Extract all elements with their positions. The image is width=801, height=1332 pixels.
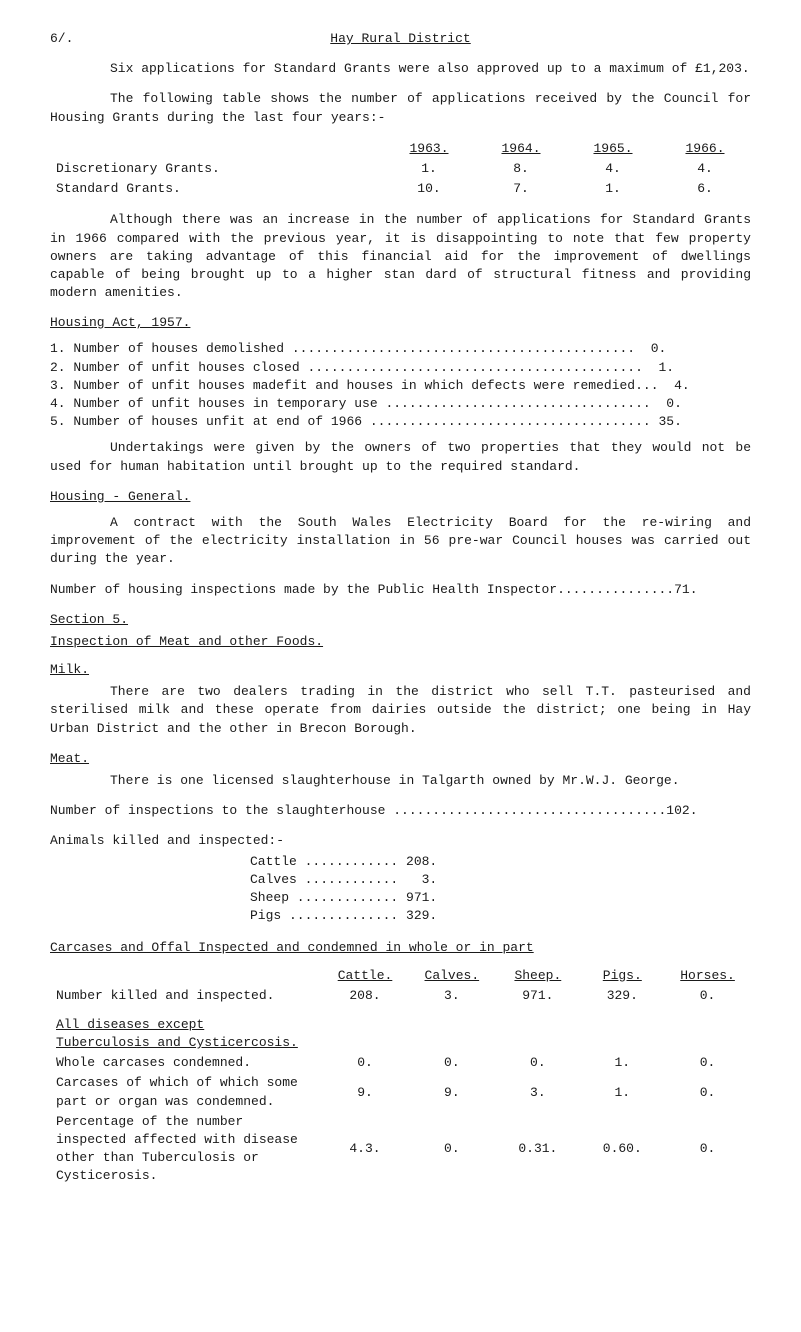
carc-col-head: Pigs.: [580, 966, 664, 986]
carc-cell: 0.: [408, 1112, 495, 1187]
carc-cell: 4.3.: [322, 1112, 409, 1187]
carc-cell: 3.: [495, 1073, 580, 1111]
carc-subhead-1: All diseases except: [56, 1017, 204, 1032]
paragraph-although: Although there was an increase in the nu…: [50, 211, 751, 302]
carc-cell: 0.: [664, 1053, 751, 1073]
page-title: Hay Rural District: [110, 30, 691, 48]
housing-act-heading: Housing Act, 1957.: [50, 314, 751, 332]
grants-cell: 1.: [567, 179, 659, 199]
grants-cell: 4.: [567, 159, 659, 179]
carc-col-head: Calves.: [408, 966, 495, 986]
paragraph-meat-1: There is one licensed slaughterhouse in …: [50, 772, 751, 790]
carc-cell: 0.: [664, 1073, 751, 1111]
carc-col-head: Sheep.: [495, 966, 580, 986]
milk-heading: Milk.: [50, 661, 751, 679]
housing-list-item: 5. Number of houses unfit at end of 1966…: [50, 413, 751, 431]
housing-list-item: 3. Number of unfit houses madefit and ho…: [50, 377, 751, 395]
carc-cell: 0.60.: [580, 1112, 664, 1187]
carc-row: Carcases of which of which some part or …: [50, 1073, 751, 1111]
carc-cell: 971.: [495, 986, 580, 1006]
carc-cell: 9.: [408, 1073, 495, 1111]
slaughter-line: Sheep ............. 971.: [250, 889, 751, 907]
housing-general-heading: Housing - General.: [50, 488, 751, 506]
grants-year-row: 1963. 1964. 1965. 1966.: [50, 139, 751, 159]
housing-list-item: 1. Number of houses demolished .........…: [50, 340, 751, 358]
grants-row: Standard Grants. 10. 7. 1. 6.: [50, 179, 751, 199]
carc-row-label: Percentage of the number inspected affec…: [50, 1112, 322, 1187]
grants-cell: 1.: [383, 159, 475, 179]
carc-row: Whole carcases condemned. 0. 0. 0. 1. 0.: [50, 1053, 751, 1073]
carc-cell: 9.: [322, 1073, 409, 1111]
carc-cell: 0.: [664, 986, 751, 1006]
housing-list-item: 2. Number of unfit houses closed .......…: [50, 359, 751, 377]
year-cell: 1964.: [475, 139, 567, 159]
carc-col-head: Cattle.: [322, 966, 409, 986]
paragraph-meat-2: Number of inspections to the slaughterho…: [50, 802, 751, 820]
carc-row-label: Number killed and inspected.: [50, 986, 322, 1006]
carc-cell: 0.: [664, 1112, 751, 1187]
grants-row-label: Discretionary Grants.: [50, 159, 383, 179]
grants-cell: 10.: [383, 179, 475, 199]
carc-subhead-row: All diseases except Tuberculosis and Cys…: [50, 1006, 751, 1053]
paragraph-following-table: The following table shows the number of …: [50, 90, 751, 126]
carc-row-label: Whole carcases condemned.: [50, 1053, 322, 1073]
carc-cell: 3.: [408, 986, 495, 1006]
page-header: 6/. Hay Rural District: [50, 30, 751, 48]
carc-cell: 0.31.: [495, 1112, 580, 1187]
grants-cell: 4.: [659, 159, 751, 179]
carc-cell: 1.: [580, 1053, 664, 1073]
carc-row: Percentage of the number inspected affec…: [50, 1112, 751, 1187]
carc-cell: 1.: [580, 1073, 664, 1111]
paragraph-contract: A contract with the South Wales Electric…: [50, 514, 751, 569]
carc-header-row: Cattle. Calves. Sheep. Pigs. Horses.: [50, 966, 751, 986]
slaughter-line: Pigs .............. 329.: [250, 907, 751, 925]
year-cell: 1963.: [383, 139, 475, 159]
slaughter-line: Calves ............ 3.: [250, 871, 751, 889]
grants-table: 1963. 1964. 1965. 1966. Discretionary Gr…: [50, 139, 751, 200]
paragraph-meat-3: Animals killed and inspected:-: [50, 832, 751, 850]
carc-cell: 0.: [495, 1053, 580, 1073]
carc-cell: 329.: [580, 986, 664, 1006]
inspection-heading: Inspection of Meat and other Foods.: [50, 633, 751, 651]
carcases-table: Cattle. Calves. Sheep. Pigs. Horses. Num…: [50, 966, 751, 1187]
grants-row-label: Standard Grants.: [50, 179, 383, 199]
paragraph-six-apps: Six applications for Standard Grants wer…: [50, 60, 751, 78]
grants-row: Discretionary Grants. 1. 8. 4. 4.: [50, 159, 751, 179]
year-cell: 1966.: [659, 139, 751, 159]
carc-cell: 0.: [408, 1053, 495, 1073]
year-cell: 1965.: [567, 139, 659, 159]
carc-cell: 0.: [322, 1053, 409, 1073]
carc-subhead-2: Tuberculosis and Cysticercosis.: [56, 1035, 298, 1050]
carcases-heading: Carcases and Offal Inspected and condemn…: [50, 939, 751, 957]
grants-cell: 8.: [475, 159, 567, 179]
grants-cell: 6.: [659, 179, 751, 199]
paragraph-undertakings: Undertakings were given by the owners of…: [50, 439, 751, 475]
housing-list-item: 4. Number of unfit houses in temporary u…: [50, 395, 751, 413]
meat-heading: Meat.: [50, 750, 751, 768]
carc-cell: 208.: [322, 986, 409, 1006]
carc-row-label: Carcases of which of which some part or …: [50, 1073, 322, 1111]
paragraph-milk: There are two dealers trading in the dis…: [50, 683, 751, 738]
grants-cell: 7.: [475, 179, 567, 199]
carc-row: Number killed and inspected. 208. 3. 971…: [50, 986, 751, 1006]
carc-col-head: Horses.: [664, 966, 751, 986]
header-spacer: [691, 30, 751, 48]
section-5-heading: Section 5.: [50, 611, 751, 629]
page-number: 6/.: [50, 30, 110, 48]
slaughter-line: Cattle ............ 208.: [250, 853, 751, 871]
paragraph-inspections-count: Number of housing inspections made by th…: [50, 581, 751, 599]
